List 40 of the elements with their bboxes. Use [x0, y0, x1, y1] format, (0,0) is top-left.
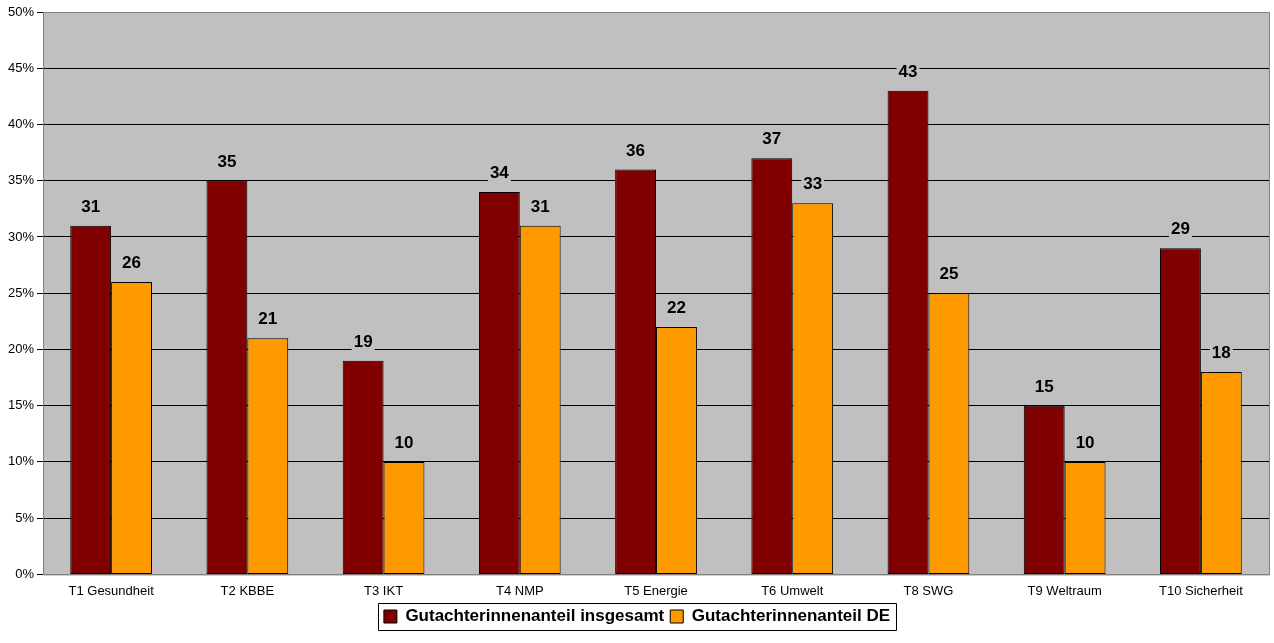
y-tick-label: 0% [15, 565, 35, 581]
y-tick-label: 50% [7, 3, 35, 19]
y-tick-label: 35% [7, 172, 35, 188]
y-tick-label: 45% [7, 59, 35, 75]
data-label: 29 [1171, 219, 1190, 239]
data-label: 19 [353, 331, 373, 351]
y-tick-label: 30% [7, 228, 35, 244]
data-label: 15 [1034, 376, 1054, 396]
data-label: 22 [666, 298, 686, 318]
y-tick-label: 40% [7, 116, 35, 132]
data-label: 37 [762, 129, 782, 149]
x-tick-label: T9 Weltraum [1027, 582, 1102, 598]
x-tick-label: T10 Sicherheit [1158, 582, 1244, 598]
data-label: 25 [939, 264, 959, 284]
x-tick-label: T1 Gesundheit [68, 582, 155, 598]
legend-label: Gutachterinnenanteil insgesamt [405, 606, 665, 626]
y-tick-label: 20% [7, 341, 35, 357]
data-label: 34 [489, 163, 510, 183]
x-tick-label: T8 SWG [903, 582, 954, 598]
x-tick-label: T3 IKT [364, 582, 404, 598]
data-label: 10 [1075, 433, 1095, 453]
y-tick-label: 15% [7, 397, 35, 413]
data-label: 18 [1211, 343, 1231, 363]
legend-label: Gutachterinnenanteil DE [691, 606, 891, 626]
y-tick-label: 10% [7, 453, 35, 469]
data-label: 31 [81, 196, 101, 216]
data-label: 33 [803, 174, 823, 194]
data-label: 26 [122, 253, 142, 273]
data-label: 21 [258, 309, 278, 329]
x-tick-label: T6 Umwelt [761, 582, 824, 598]
y-tick-label: 25% [7, 284, 35, 300]
data-label: 36 [626, 140, 646, 160]
data-label: 35 [217, 151, 237, 171]
data-label: 43 [898, 61, 918, 81]
data-label: 10 [394, 433, 414, 453]
x-tick-label: T2 KBBE [220, 582, 275, 598]
y-tick-label: 5% [15, 509, 35, 525]
data-label: 31 [530, 196, 550, 216]
x-tick-label: T5 Energie [624, 582, 688, 598]
x-tick-label: T4 NMP [495, 582, 544, 598]
